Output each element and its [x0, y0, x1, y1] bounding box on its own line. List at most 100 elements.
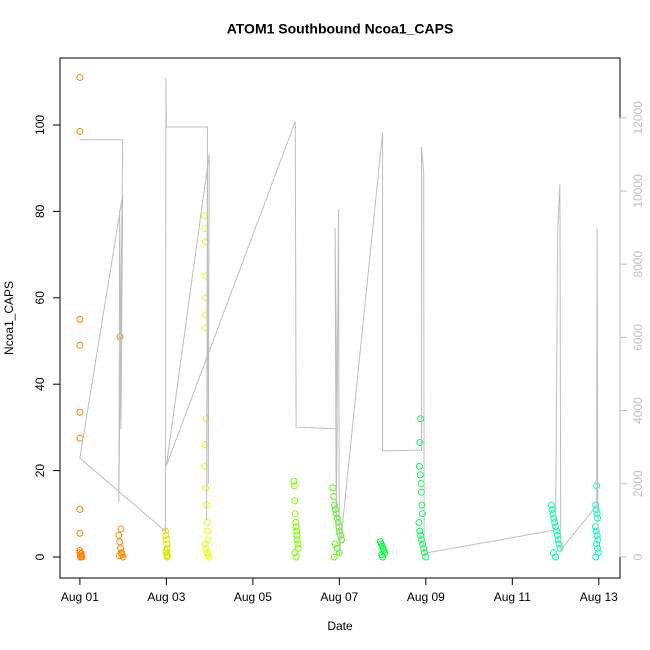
point	[552, 527, 560, 535]
y2-tick-label: 8000	[631, 251, 645, 278]
point	[115, 531, 123, 539]
y-tick-label: 0	[33, 553, 47, 560]
point	[200, 212, 208, 220]
point	[76, 529, 84, 537]
y2-tick-label: 4000	[631, 397, 645, 424]
point	[202, 415, 210, 423]
point	[593, 531, 601, 539]
y2-tick-label: 2000	[631, 470, 645, 497]
point	[330, 553, 338, 561]
point	[418, 501, 426, 509]
y-tick-label: 40	[33, 377, 47, 391]
y-tick-label: 80	[33, 204, 47, 218]
point	[117, 525, 125, 533]
point	[418, 510, 426, 518]
x-tick-label: Aug 05	[234, 590, 272, 604]
y2-tick-label: 10000	[631, 174, 645, 208]
point	[331, 501, 339, 509]
point	[415, 462, 423, 470]
point	[292, 523, 300, 531]
point	[293, 531, 301, 539]
point	[77, 550, 85, 558]
point	[202, 484, 210, 492]
point	[203, 527, 211, 535]
x-tick-label: Aug 07	[320, 590, 358, 604]
point	[290, 482, 298, 490]
point	[419, 540, 427, 548]
point	[76, 315, 84, 323]
point	[334, 518, 342, 526]
point	[205, 553, 213, 561]
point	[417, 415, 425, 423]
point	[416, 439, 424, 447]
point	[592, 501, 600, 509]
point	[291, 497, 299, 505]
x-tick-label: Aug 11	[494, 590, 531, 604]
y-axis-label: Ncoa1_CAPS	[2, 281, 16, 355]
point	[119, 553, 127, 561]
point	[292, 518, 300, 526]
point	[331, 505, 339, 513]
x-tick-label: Aug 09	[407, 590, 445, 604]
y-tick-label: 60	[33, 291, 47, 305]
point	[76, 408, 84, 416]
point	[164, 552, 172, 560]
y2-tick-label: 0	[631, 553, 645, 560]
point	[331, 540, 339, 548]
point	[592, 527, 600, 535]
point	[290, 477, 298, 485]
point	[291, 510, 299, 518]
point	[416, 527, 424, 535]
point	[292, 553, 300, 561]
point	[201, 272, 209, 280]
point	[162, 531, 170, 539]
point	[551, 518, 559, 526]
y2-tick-label: 12000	[631, 101, 645, 135]
point	[76, 73, 84, 81]
point	[76, 434, 84, 442]
x-tick-label: Aug 13	[580, 590, 618, 604]
chart-title: ATOM1 Southbound Ncoa1_CAPS	[227, 21, 454, 37]
point	[593, 510, 601, 518]
point	[417, 480, 425, 488]
point	[379, 553, 387, 561]
point	[293, 536, 301, 544]
point	[291, 549, 299, 557]
point	[552, 553, 560, 561]
x-tick-label: Aug 03	[147, 590, 185, 604]
y-tick-label: 100	[33, 115, 47, 135]
point	[118, 550, 126, 558]
point	[201, 238, 209, 246]
y2-tick-label: 6000	[631, 324, 645, 351]
point	[202, 544, 210, 552]
point	[294, 540, 302, 548]
point	[201, 441, 209, 449]
point	[76, 127, 84, 135]
point	[76, 505, 84, 513]
point	[593, 540, 601, 548]
point	[78, 553, 86, 561]
point	[329, 484, 337, 492]
point	[548, 505, 556, 513]
point	[294, 544, 302, 552]
point	[416, 471, 424, 479]
point	[422, 553, 430, 561]
x-axis-label: Date	[327, 619, 353, 633]
point	[556, 544, 564, 552]
point	[76, 341, 84, 349]
line	[79, 77, 599, 556]
point	[163, 540, 171, 548]
point	[592, 553, 600, 561]
point	[201, 540, 209, 548]
plot-box	[59, 57, 621, 579]
point	[162, 536, 170, 544]
point	[117, 544, 125, 552]
y-tick-label: 20	[33, 464, 47, 478]
point	[293, 527, 301, 535]
point	[116, 538, 124, 546]
point	[547, 501, 555, 509]
point	[333, 514, 341, 522]
point	[549, 549, 557, 557]
point	[550, 514, 558, 522]
